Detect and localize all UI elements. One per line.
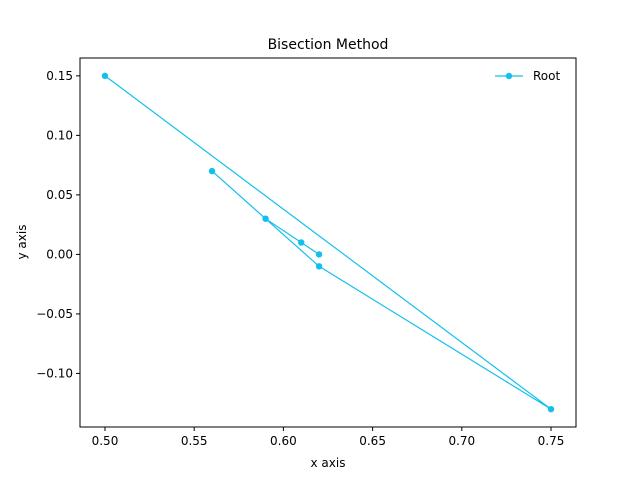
- y-tick-label: 0.10: [46, 128, 73, 142]
- data-point: [315, 263, 323, 270]
- legend-marker-swatch: [505, 72, 513, 80]
- y-axis-label: y axis: [15, 225, 29, 260]
- legend-label-root: Root: [533, 69, 560, 83]
- chart-title: Bisection Method: [268, 37, 389, 53]
- y-tick-label: 0.05: [46, 188, 73, 202]
- x-tick-label: 0.50: [92, 434, 119, 448]
- x-tick-label: 0.65: [359, 434, 386, 448]
- data-point: [298, 239, 305, 246]
- x-tick-label: 0.70: [448, 434, 475, 448]
- plot-frame: [79, 57, 577, 428]
- y-axis: −0.10 −0.05 0.00 0.05 0.10 0.15: [36, 69, 80, 380]
- data-point: [101, 72, 109, 80]
- y-tick-label: 0.15: [46, 69, 73, 83]
- plot-area: [79, 57, 577, 428]
- data-point: [547, 405, 555, 413]
- data-point: [315, 251, 323, 258]
- series-layer: [101, 72, 555, 413]
- y-tick-label: −0.10: [36, 366, 73, 380]
- x-axis-label: x axis: [311, 456, 346, 470]
- legend: Root: [495, 69, 560, 83]
- x-tick-label: 0.55: [181, 434, 208, 448]
- x-tick-label: 0.60: [270, 434, 297, 448]
- y-tick-label: −0.05: [36, 307, 73, 321]
- x-tick-label: 0.75: [538, 434, 565, 448]
- x-axis: 0.50 0.55 0.60 0.65 0.70 0.75: [92, 427, 565, 448]
- y-tick-label: 0.00: [46, 247, 73, 261]
- data-point: [262, 215, 269, 222]
- series-line-root: [104, 75, 552, 410]
- data-point: [208, 167, 216, 175]
